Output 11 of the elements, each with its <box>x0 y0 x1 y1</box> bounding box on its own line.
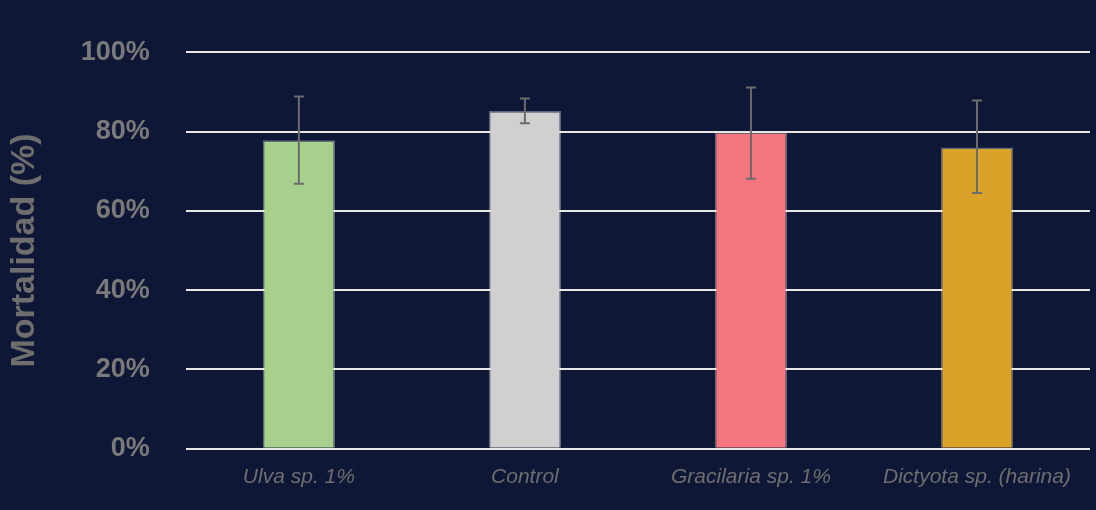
x-tick-label: Ulva sp. 1% <box>242 464 355 488</box>
y-tick-label: 60% <box>95 194 150 225</box>
y-tick-label: 40% <box>95 273 150 304</box>
x-tick-label: Dictyota sp. (harina) <box>883 464 1071 488</box>
y-tick-label: 80% <box>95 114 150 145</box>
x-tick-label: Gracilaria sp. 1% <box>671 464 831 488</box>
y-tick-label: 100% <box>80 35 150 66</box>
x-tick-label: Control <box>491 464 561 488</box>
y-tick-label: 20% <box>95 352 150 383</box>
y-tick-label: 0% <box>110 432 150 463</box>
y-axis-title: Mortalidad (%) <box>2 133 41 368</box>
